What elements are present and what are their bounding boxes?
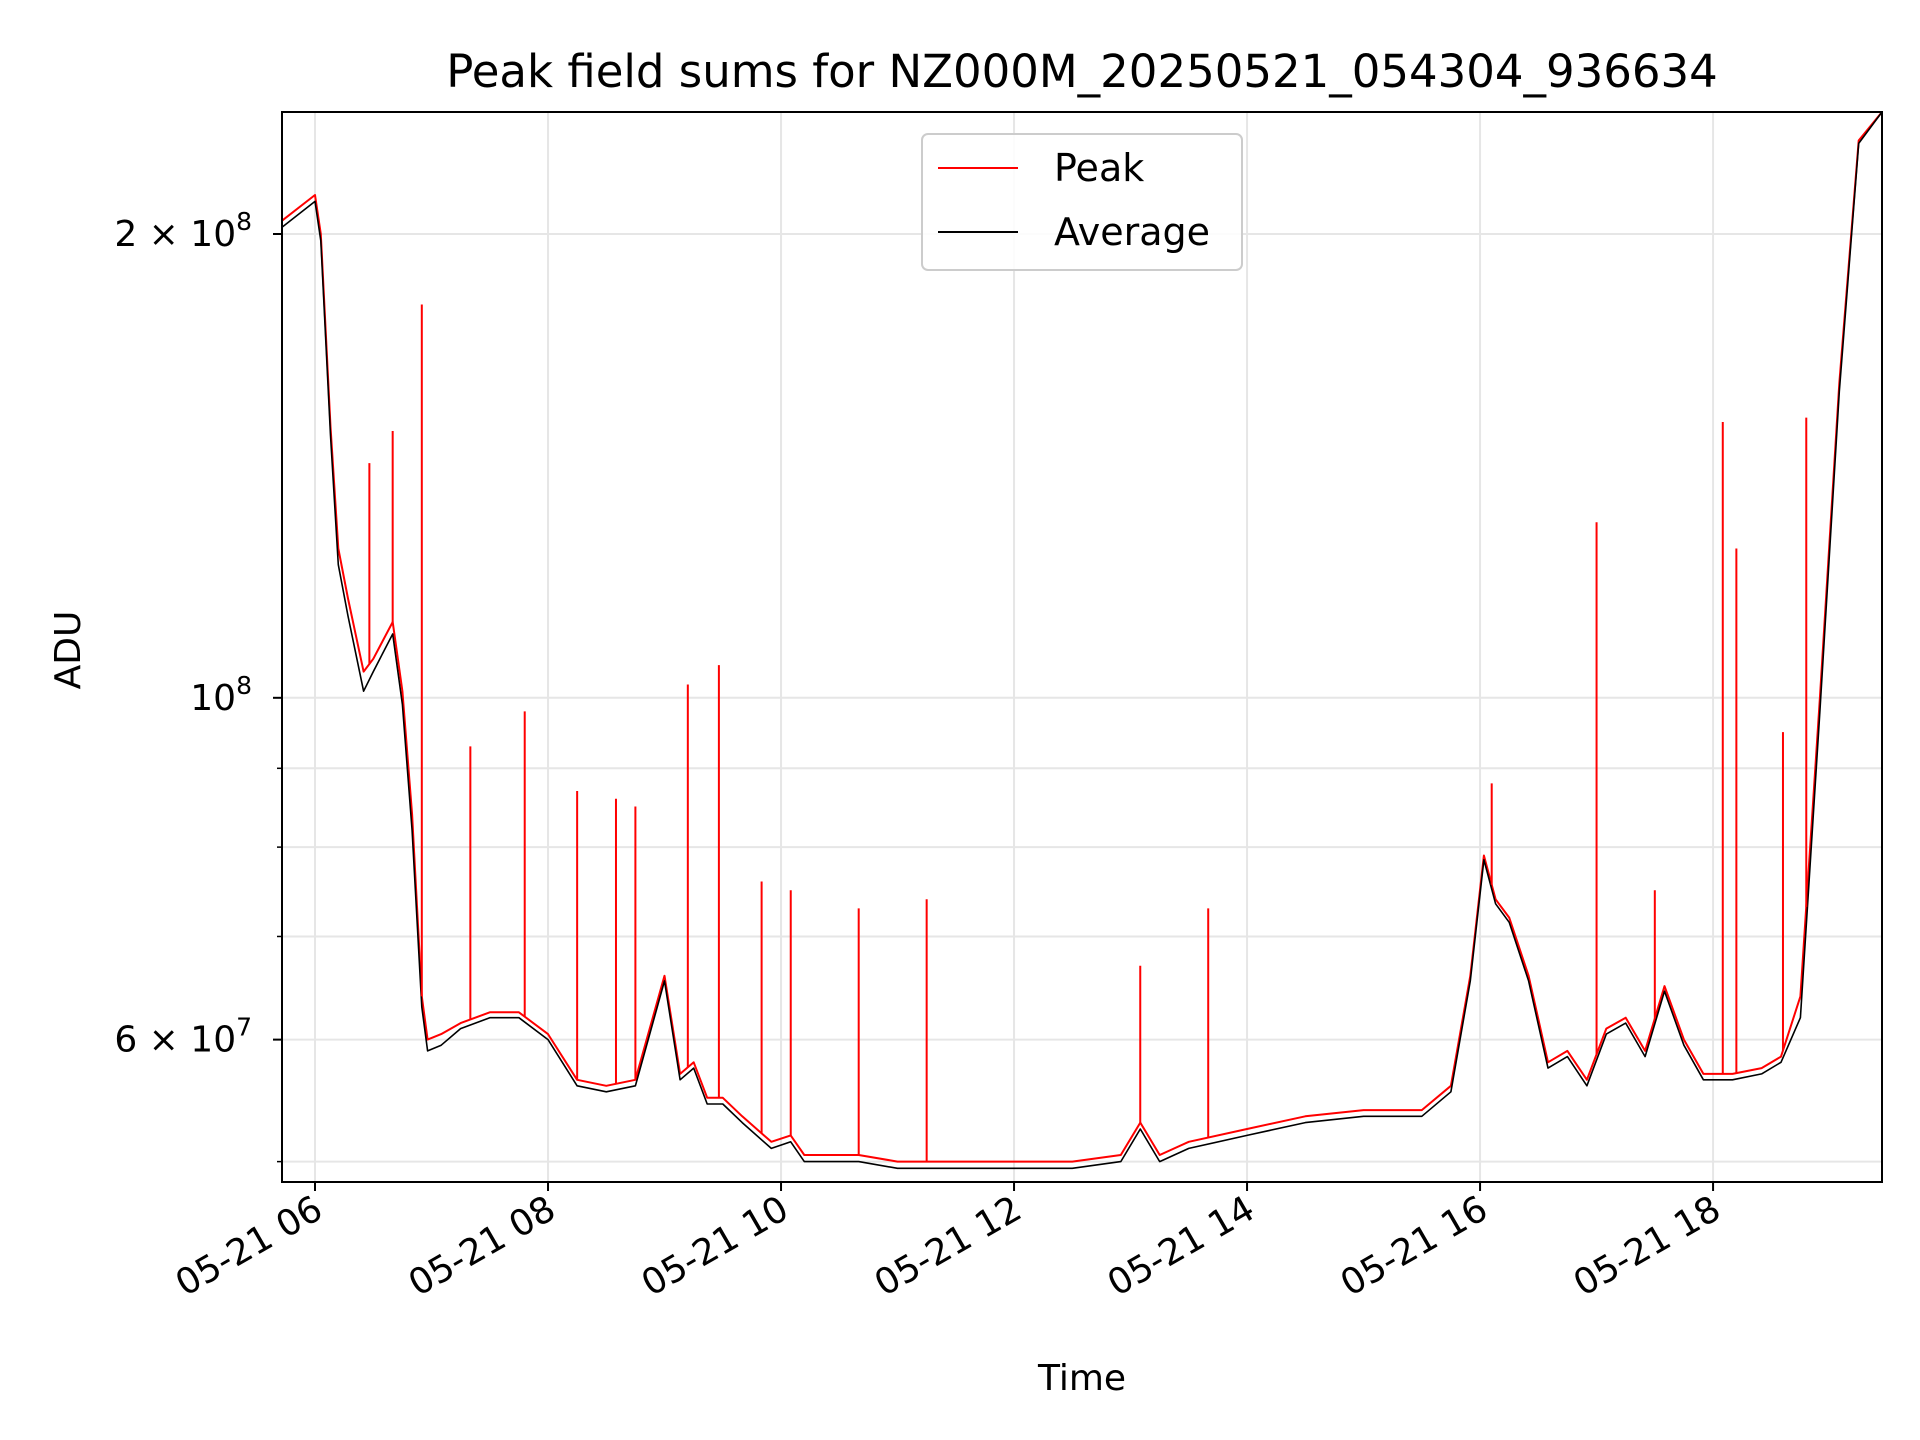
legend: Peak Average [921,133,1243,271]
x-tick-label: 05-21 06 [169,1188,330,1304]
y-tick-label-base: 6 × 10 [114,1020,236,1061]
x-tick-label: 05-21 10 [635,1188,796,1304]
grid [282,112,1882,1182]
plot-frame [281,111,1883,1183]
x-tick-label: 05-21 14 [1101,1188,1262,1304]
x-tick-label: 05-21 08 [402,1188,563,1304]
chart-title: Peak field sums for NZ000M_20250521_0543… [446,45,1718,98]
x-axis-ticks: 05-21 06 05-21 08 05-21 10 05-21 12 05-21 14… [169,1182,1728,1305]
y-tick-label-exponent: 8 [236,207,252,236]
y-tick-label: 108 [190,671,252,719]
y-tick-label-exponent: 7 [236,1013,252,1042]
series-layer [281,111,1883,1170]
legend-label-average: Average [1054,210,1210,254]
y-tick-label: 6 × 107 [114,1013,252,1061]
y-axis-label: ADU [48,611,89,690]
y-tick-label-exponent: 8 [236,671,252,700]
y-tick-label-base: 2 × 10 [114,214,236,255]
x-tick-label: 05-21 18 [1567,1188,1728,1304]
x-tick-label: 05-21 16 [1334,1188,1495,1304]
y-tick-label-base: 10 [190,678,236,719]
x-axis-label: Time [1037,1358,1126,1399]
y-tick-label: 2 × 108 [114,207,252,255]
x-tick-label: 05-21 12 [868,1188,1029,1304]
legend-label-peak: Peak [1054,146,1144,190]
series-line-average [281,111,1883,1170]
